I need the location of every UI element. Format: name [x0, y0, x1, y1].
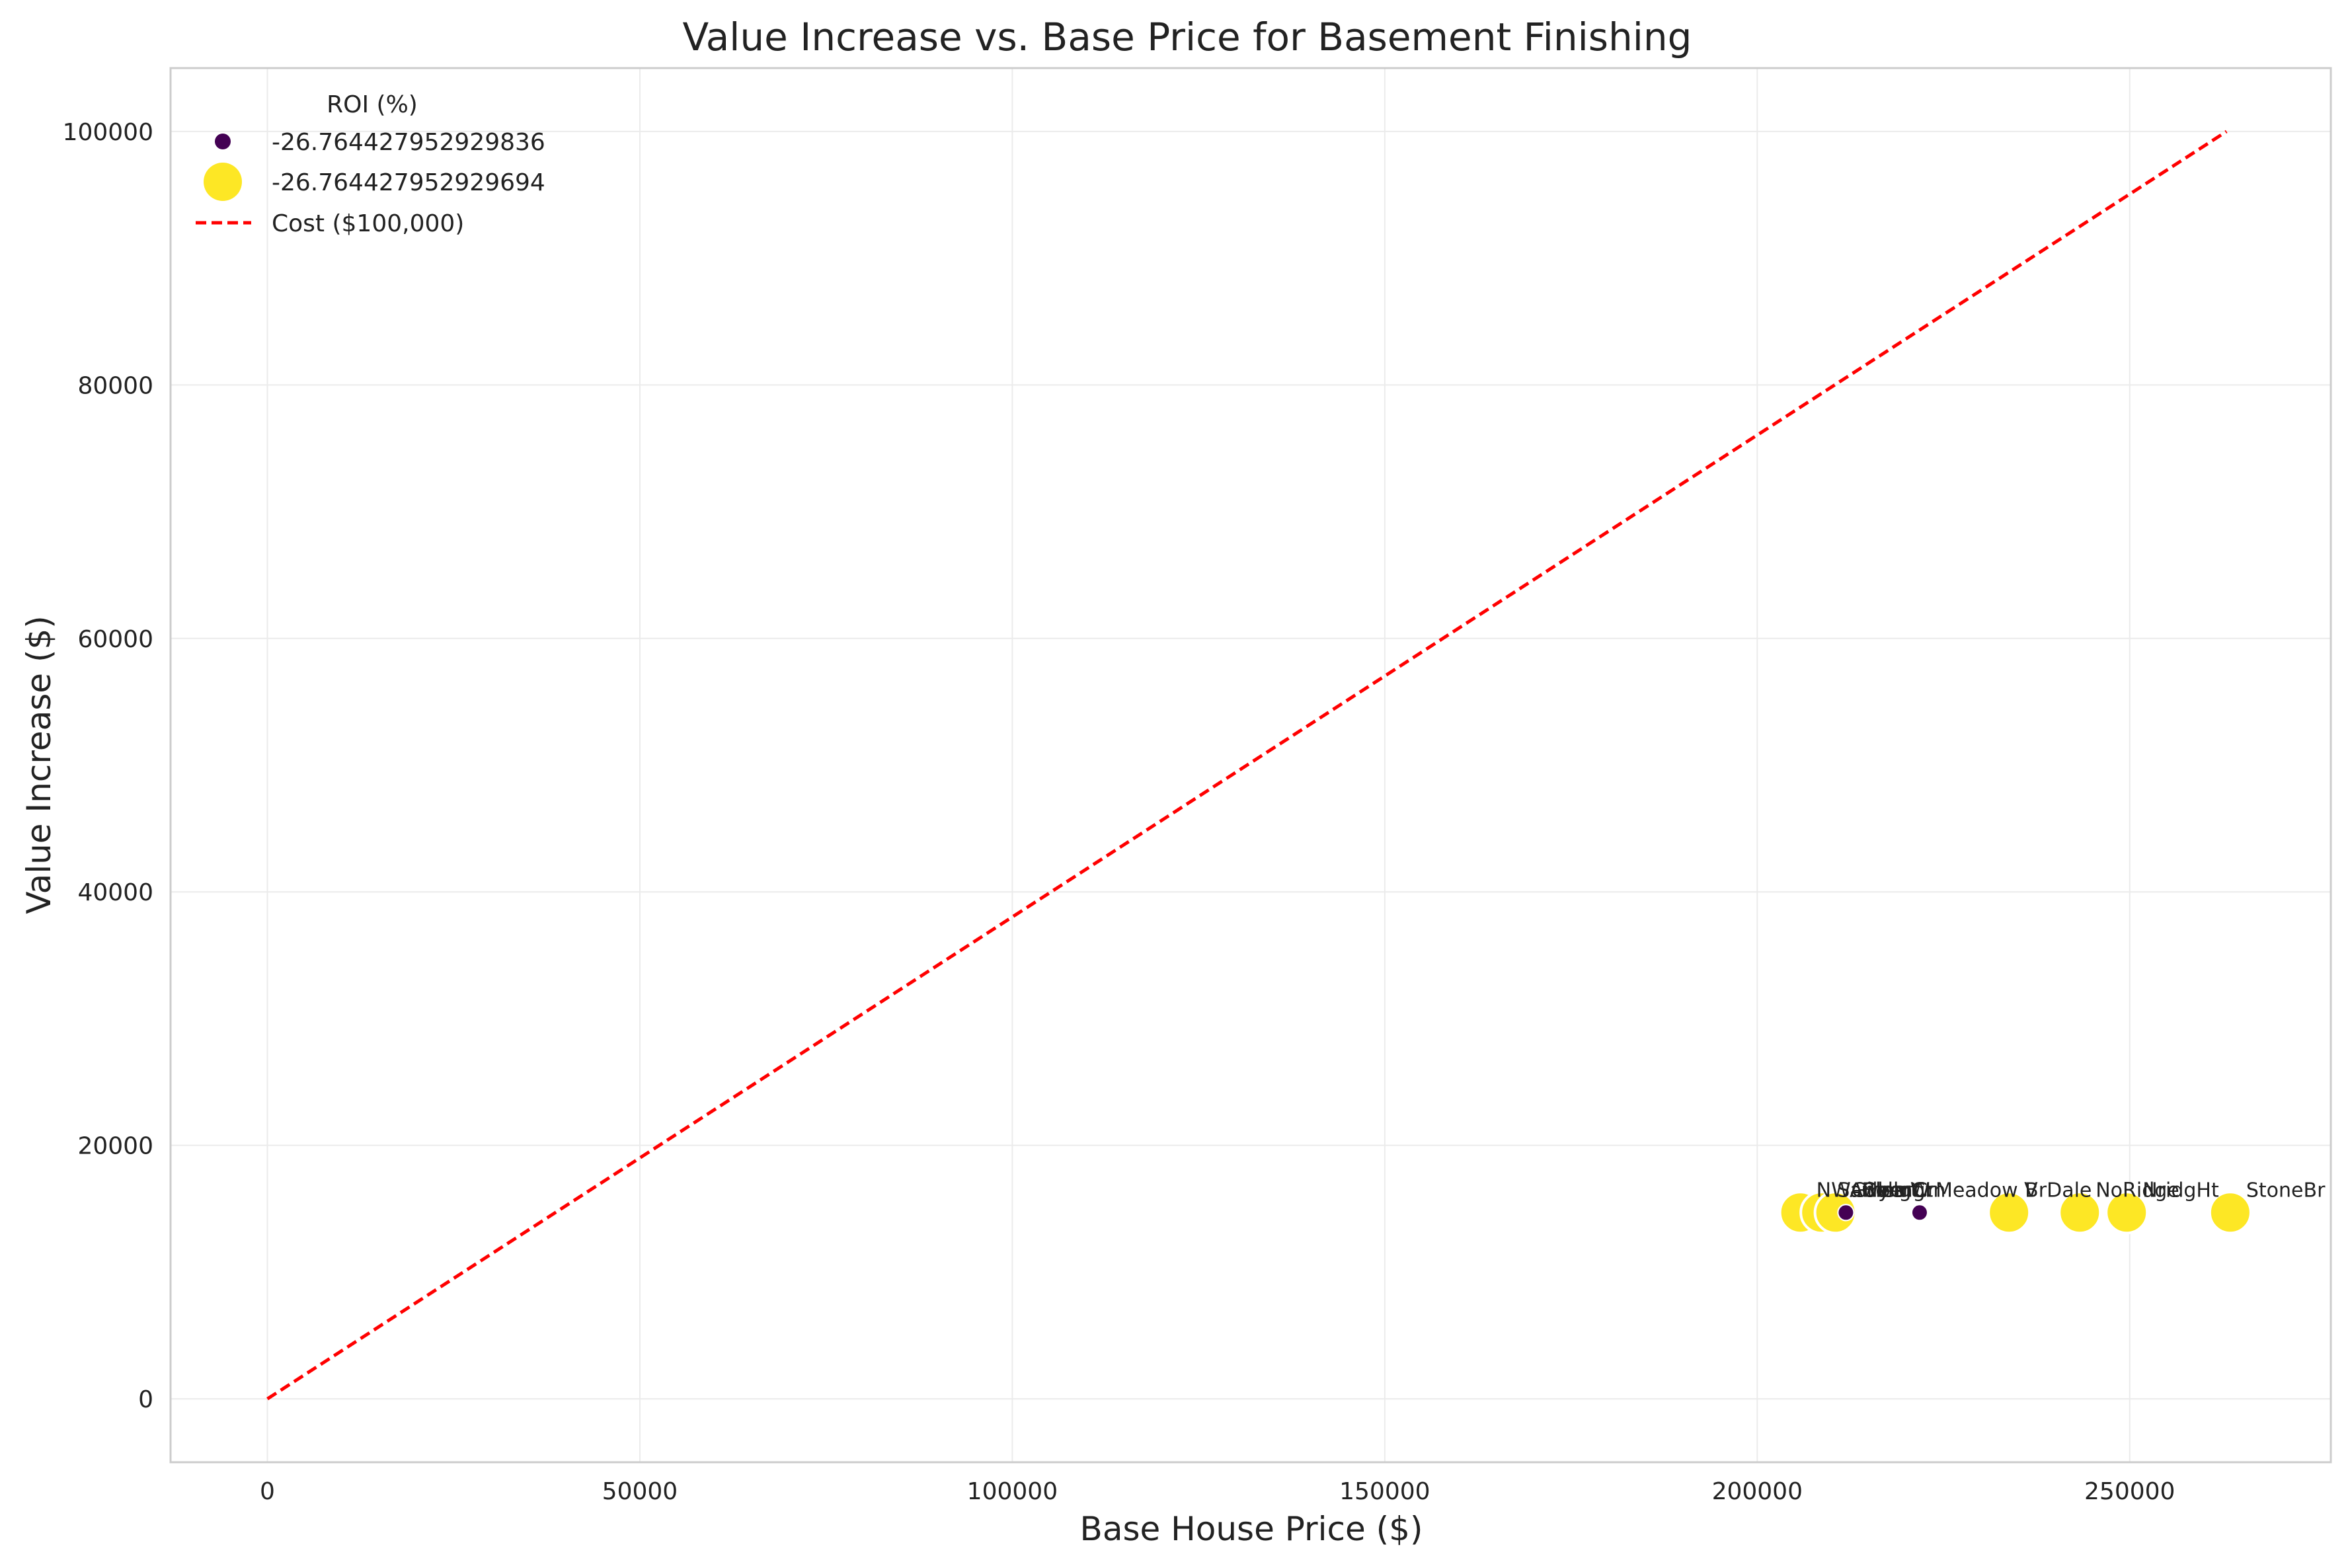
point-label: NridgHt	[2142, 1179, 2219, 1202]
points-layer	[1778, 1191, 2252, 1235]
y-tick-label: 0	[138, 1386, 153, 1413]
x-tick-label: 250000	[2084, 1478, 2175, 1505]
point-label: NoRidge	[2095, 1179, 2179, 1202]
data-point	[1837, 1204, 1855, 1222]
point-label: BrDale	[2025, 1179, 2092, 1202]
data-point	[2105, 1191, 2149, 1235]
data-point	[2058, 1191, 2102, 1235]
point-label: StoneBr	[2246, 1179, 2326, 1202]
data-point	[1987, 1191, 2031, 1235]
y-tick-labels: 0 20000 40000 60000 80000 100000	[63, 119, 153, 1413]
data-point	[1910, 1204, 1928, 1222]
y-tick-label: 60000	[77, 626, 153, 653]
point-label: Gilbert	[1852, 1179, 1919, 1202]
point-label: Meadow V	[1936, 1179, 2038, 1202]
data-point	[2208, 1191, 2252, 1235]
legend-label-cost: Cost ($100,000)	[272, 210, 464, 237]
y-axis-label: Value Increase ($)	[20, 615, 58, 914]
point-label: ClearCr	[1861, 1179, 1936, 1202]
y-tick-label: 20000	[77, 1133, 153, 1160]
point-label: CollgCr	[1861, 1179, 1934, 1202]
plot-frame	[169, 67, 2332, 1464]
legend-label-small: -26.764427952929836	[272, 129, 545, 156]
grid	[171, 68, 2331, 1462]
point-label: NWAmes	[1817, 1179, 1905, 1202]
legend-marker-small	[215, 134, 231, 149]
x-tick-label: 200000	[1712, 1478, 1803, 1505]
legend-label-large: -26.764427952929694	[272, 169, 545, 196]
x-tick-label: 0	[260, 1478, 275, 1505]
legend-title: ROI (%)	[327, 91, 418, 118]
y-tick-label: 80000	[77, 372, 153, 399]
x-tick-label: 100000	[967, 1478, 1058, 1505]
point-label: SawyerW	[1837, 1179, 1930, 1202]
x-axis-label: Base House Price ($)	[1080, 1510, 1423, 1548]
cost-line	[266, 130, 2228, 1401]
y-tick-label: 40000	[77, 879, 153, 906]
point-labels-layer: NWAmesSawyerWGilbertBlmngtnCollgCrClearC…	[1817, 1179, 2326, 1202]
y-tick-label: 100000	[63, 119, 153, 146]
data-point	[1813, 1191, 1858, 1235]
chart-title: Value Increase vs. Base Price for Baseme…	[683, 15, 1692, 59]
x-tick-label: 150000	[1339, 1478, 1430, 1505]
legend-marker-large	[204, 163, 242, 201]
x-tick-labels: 0 50000 100000 150000 200000 250000	[260, 1478, 2175, 1505]
x-tick-label: 50000	[602, 1478, 678, 1505]
legend: ROI (%) -26.764427952929836 -26.76442795…	[196, 91, 545, 237]
cost-line-layer	[266, 130, 2228, 1401]
point-label: Blmngtn	[1861, 1179, 1945, 1202]
